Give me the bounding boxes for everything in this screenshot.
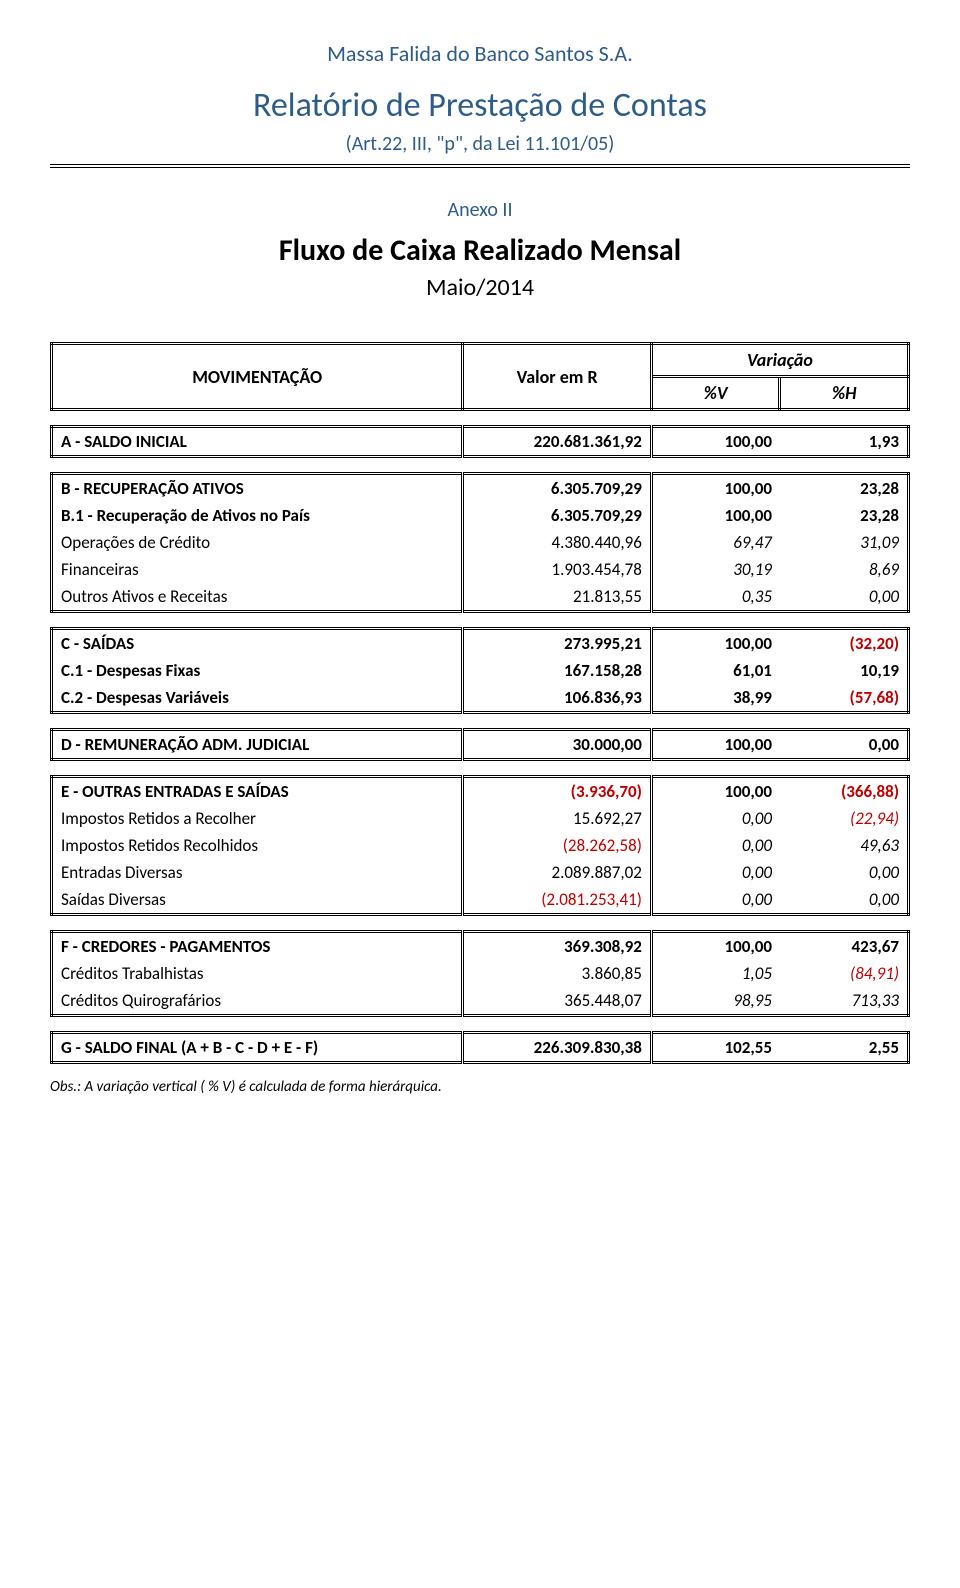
f-row-label: Créditos Trabalhistas bbox=[52, 960, 463, 987]
c2-ph: (57,68) bbox=[780, 684, 909, 713]
f-row-pv: 1,05 bbox=[651, 960, 780, 987]
a-ph: 1,93 bbox=[780, 427, 909, 457]
b-row-label: Financeiras bbox=[52, 556, 463, 583]
company-name: Massa Falida do Banco Santos S.A. bbox=[50, 40, 910, 67]
b-row-label: Operações de Crédito bbox=[52, 529, 463, 556]
f-row-value: 365.448,07 bbox=[463, 987, 652, 1016]
g-value: 226.309.830,38 bbox=[463, 1033, 652, 1063]
e-row-label: Saídas Diversas bbox=[52, 886, 463, 915]
period: Maio/2014 bbox=[50, 273, 910, 302]
g-pv: 102,55 bbox=[651, 1033, 780, 1063]
b-row-ph: 8,69 bbox=[780, 556, 909, 583]
c-pv: 100,00 bbox=[651, 629, 780, 658]
b-pv: 100,00 bbox=[651, 474, 780, 503]
c1-label: C.1 - Despesas Fixas bbox=[52, 657, 463, 684]
header-variacao: Variação bbox=[651, 344, 908, 377]
b-row-label: Outros Ativos e Receitas bbox=[52, 583, 463, 612]
footnote: Obs.: A variação vertical ( % V) é calcu… bbox=[50, 1078, 910, 1096]
e-row-ph: 49,63 bbox=[780, 832, 909, 859]
e-row-value: (2.081.253,41) bbox=[463, 886, 652, 915]
header-mov: MOVIMENTAÇÃO bbox=[52, 344, 463, 410]
b-row-value: 4.380.440,96 bbox=[463, 529, 652, 556]
column-header-table: MOVIMENTAÇÃO Valor em R Variação %V %H bbox=[50, 342, 910, 411]
b-row-value: 1.903.454,78 bbox=[463, 556, 652, 583]
f-row-ph: 713,33 bbox=[780, 987, 909, 1016]
f-pv: 100,00 bbox=[651, 932, 780, 961]
e-row-pv: 0,00 bbox=[651, 886, 780, 915]
e-row-pv: 0,00 bbox=[651, 805, 780, 832]
f-row-pv: 98,95 bbox=[651, 987, 780, 1016]
e-value: (3.936,70) bbox=[463, 777, 652, 806]
header-pv: %V bbox=[651, 377, 780, 410]
e-row-value: 15.692,27 bbox=[463, 805, 652, 832]
b-row-pv: 30,19 bbox=[651, 556, 780, 583]
e-row-pv: 0,00 bbox=[651, 832, 780, 859]
e-row-label: Entradas Diversas bbox=[52, 859, 463, 886]
e-row-label: Impostos Retidos a Recolher bbox=[52, 805, 463, 832]
c2-value: 106.836,93 bbox=[463, 684, 652, 713]
a-value: 220.681.361,92 bbox=[463, 427, 652, 457]
a-pv: 100,00 bbox=[651, 427, 780, 457]
c-ph: (32,20) bbox=[780, 629, 909, 658]
b1-label: B.1 - Recuperação de Ativos no País bbox=[52, 502, 463, 529]
g-label: G - SALDO FINAL (A + B - C - D + E - F) bbox=[52, 1033, 463, 1063]
b1-ph: 23,28 bbox=[780, 502, 909, 529]
section-a: A - SALDO INICIAL 220.681.361,92 100,00 … bbox=[50, 425, 910, 458]
section-f: F - CREDORES - PAGAMENTOS 369.308,92 100… bbox=[50, 930, 910, 1017]
c2-label: C.2 - Despesas Variáveis bbox=[52, 684, 463, 713]
c2-pv: 38,99 bbox=[651, 684, 780, 713]
header-valor: Valor em R bbox=[463, 344, 652, 410]
c-label: C - SAÍDAS bbox=[52, 629, 463, 658]
e-ph: (366,88) bbox=[780, 777, 909, 806]
f-row-ph: (84,91) bbox=[780, 960, 909, 987]
d-label: D - REMUNERAÇÃO ADM. JUDICIAL bbox=[52, 730, 463, 760]
c1-ph: 10,19 bbox=[780, 657, 909, 684]
b1-pv: 100,00 bbox=[651, 502, 780, 529]
c1-value: 167.158,28 bbox=[463, 657, 652, 684]
b-row-value: 21.813,55 bbox=[463, 583, 652, 612]
f-ph: 423,67 bbox=[780, 932, 909, 961]
b-label: B - RECUPERAÇÃO ATIVOS bbox=[52, 474, 463, 503]
header-rule bbox=[50, 164, 910, 168]
annex-label: Anexo II bbox=[50, 198, 910, 222]
header-ph: %H bbox=[780, 377, 909, 410]
section-b: B - RECUPERAÇÃO ATIVOS 6.305.709,29 100,… bbox=[50, 472, 910, 613]
e-label: E - OUTRAS ENTRADAS E SAÍDAS bbox=[52, 777, 463, 806]
b-row-pv: 0,35 bbox=[651, 583, 780, 612]
f-row-label: Créditos Quirografários bbox=[52, 987, 463, 1016]
e-row-ph: 0,00 bbox=[780, 886, 909, 915]
b-ph: 23,28 bbox=[780, 474, 909, 503]
b-row-ph: 0,00 bbox=[780, 583, 909, 612]
b-row-ph: 31,09 bbox=[780, 529, 909, 556]
section-e: E - OUTRAS ENTRADAS E SAÍDAS (3.936,70) … bbox=[50, 775, 910, 916]
b-row-pv: 69,47 bbox=[651, 529, 780, 556]
g-ph: 2,55 bbox=[780, 1033, 909, 1063]
f-label: F - CREDORES - PAGAMENTOS bbox=[52, 932, 463, 961]
report-title: Relatório de Prestação de Contas bbox=[50, 85, 910, 126]
e-row-value: (28.262,58) bbox=[463, 832, 652, 859]
e-row-label: Impostos Retidos Recolhidos bbox=[52, 832, 463, 859]
e-pv: 100,00 bbox=[651, 777, 780, 806]
d-value: 30.000,00 bbox=[463, 730, 652, 760]
section-g: G - SALDO FINAL (A + B - C - D + E - F) … bbox=[50, 1031, 910, 1064]
a-label: A - SALDO INICIAL bbox=[52, 427, 463, 457]
d-ph: 0,00 bbox=[780, 730, 909, 760]
flow-title: Fluxo de Caixa Realizado Mensal bbox=[50, 232, 910, 269]
c-value: 273.995,21 bbox=[463, 629, 652, 658]
d-pv: 100,00 bbox=[651, 730, 780, 760]
e-row-value: 2.089.887,02 bbox=[463, 859, 652, 886]
b1-value: 6.305.709,29 bbox=[463, 502, 652, 529]
e-row-ph: 0,00 bbox=[780, 859, 909, 886]
section-c: C - SAÍDAS 273.995,21 100,00 (32,20) C.1… bbox=[50, 627, 910, 714]
b-value: 6.305.709,29 bbox=[463, 474, 652, 503]
law-reference: (Art.22, III, "p", da Lei 11.101/05) bbox=[50, 132, 910, 156]
f-value: 369.308,92 bbox=[463, 932, 652, 961]
e-row-ph: (22,94) bbox=[780, 805, 909, 832]
section-d: D - REMUNERAÇÃO ADM. JUDICIAL 30.000,00 … bbox=[50, 728, 910, 761]
e-row-pv: 0,00 bbox=[651, 859, 780, 886]
c1-pv: 61,01 bbox=[651, 657, 780, 684]
f-row-value: 3.860,85 bbox=[463, 960, 652, 987]
